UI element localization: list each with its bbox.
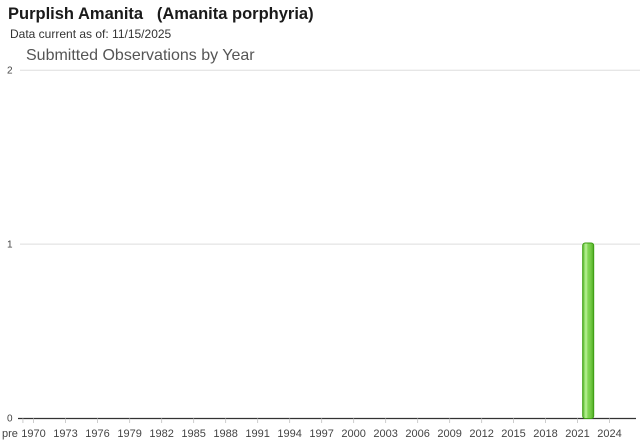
- svg-text:1985: 1985: [181, 428, 205, 440]
- svg-text:1: 1: [7, 240, 13, 251]
- svg-text:2: 2: [7, 66, 13, 77]
- svg-text:1988: 1988: [213, 428, 237, 440]
- svg-text:1979: 1979: [117, 428, 141, 440]
- svg-text:2015: 2015: [501, 428, 525, 440]
- svg-text:1973: 1973: [53, 428, 77, 440]
- svg-text:1976: 1976: [85, 428, 109, 440]
- svg-text:2000: 2000: [341, 428, 365, 440]
- svg-text:0: 0: [7, 414, 13, 425]
- svg-text:2024: 2024: [597, 428, 621, 440]
- svg-text:pre: pre: [2, 428, 18, 440]
- svg-text:1994: 1994: [277, 428, 301, 440]
- svg-text:1982: 1982: [149, 428, 173, 440]
- svg-text:2018: 2018: [533, 428, 557, 440]
- svg-text:2012: 2012: [469, 428, 493, 440]
- svg-text:2006: 2006: [405, 428, 429, 440]
- svg-text:2021: 2021: [565, 428, 589, 440]
- svg-text:1991: 1991: [245, 428, 269, 440]
- svg-text:2009: 2009: [437, 428, 461, 440]
- svg-text:1970: 1970: [21, 428, 45, 440]
- svg-text:2003: 2003: [373, 428, 397, 440]
- svg-text:1997: 1997: [309, 428, 333, 440]
